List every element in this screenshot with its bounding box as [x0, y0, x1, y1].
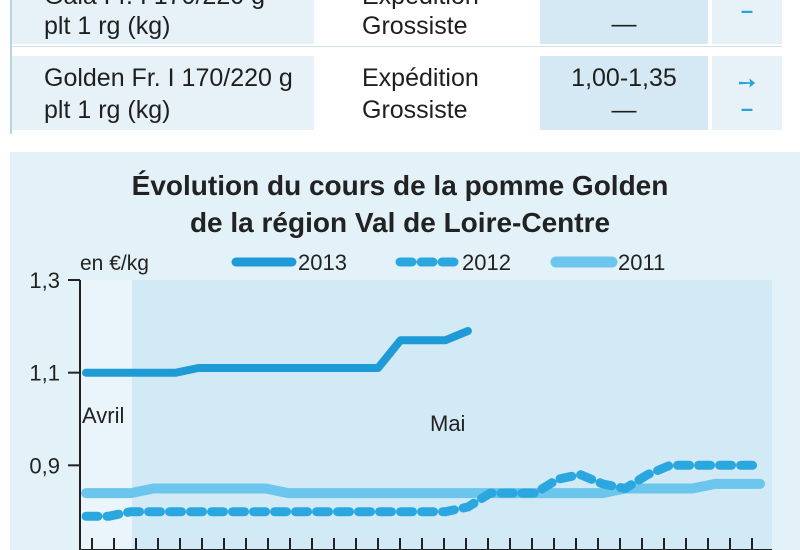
price-table: Gala Fr. I 170/220 g plt 1 rg (kg) Expéd… — [0, 0, 800, 134]
product-packaging: plt 1 rg (kg) — [44, 96, 171, 124]
market-cell: Expédition Grossiste — [318, 0, 540, 44]
product-cell: Gala Fr. I 170/220 g plt 1 rg (kg) — [12, 0, 314, 44]
trend-stable-icon: – — [740, 96, 754, 121]
period-label-avril: Avril — [82, 403, 124, 428]
series-line-2011 — [81, 478, 765, 499]
product-name: Golden Fr. I 170/220 g — [44, 64, 293, 92]
market-stage-2: Grossiste — [362, 12, 468, 40]
market-cell: Expédition Grossiste — [318, 56, 540, 130]
y-tick-label: 1,3 — [29, 268, 60, 293]
legend-label-2011: 2011 — [618, 250, 665, 275]
market-stage-1: Expédition — [362, 0, 479, 13]
price-cell: — — [540, 0, 708, 44]
april-band — [80, 280, 132, 550]
row-separator — [12, 46, 782, 47]
series-line-2013 — [82, 327, 472, 377]
market-stage-2: Grossiste — [362, 96, 468, 124]
unit-label: en €/kg — [80, 252, 149, 275]
chart-subtitle: de la région Val de Loire-Centre — [189, 207, 611, 238]
plot-area — [80, 280, 772, 550]
trend-stable-icon: – — [740, 0, 754, 23]
table-row: Gala Fr. I 170/220 g plt 1 rg (kg) Expéd… — [0, 0, 800, 44]
trend-cell: ➙ – — [712, 56, 782, 130]
y-tick-label: 1,1 — [29, 361, 60, 386]
product-packaging: plt 1 rg (kg) — [44, 12, 171, 40]
trend-cell: – — [712, 0, 782, 44]
legend-label-2013: 2013 — [298, 250, 347, 275]
trend-arrow-icon: ➙ — [737, 70, 757, 95]
chart-title: Évolution du cours de la pomme Golden — [131, 170, 669, 201]
period-label-mai: Mai — [430, 411, 465, 436]
table-row: Golden Fr. I 170/220 g plt 1 rg (kg) Exp… — [0, 56, 800, 130]
price-range: 1,00-1,35 — [571, 64, 677, 92]
price-range-secondary: — — [611, 10, 637, 38]
price-range-secondary: — — [611, 96, 637, 124]
price-cell: 1,00-1,35 — — [540, 56, 708, 130]
market-stage-1: Expédition — [362, 64, 479, 92]
y-tick-label: 0,9 — [29, 453, 60, 478]
series-line-2012 — [81, 460, 765, 521]
product-cell: Golden Fr. I 170/220 g plt 1 rg (kg) — [12, 56, 314, 130]
y-tick-label: 0,7 — [29, 546, 60, 550]
product-name: Gala Fr. I 170/220 g — [44, 0, 265, 13]
legend-label-2012: 2012 — [462, 250, 511, 275]
table-left-border — [10, 0, 12, 134]
